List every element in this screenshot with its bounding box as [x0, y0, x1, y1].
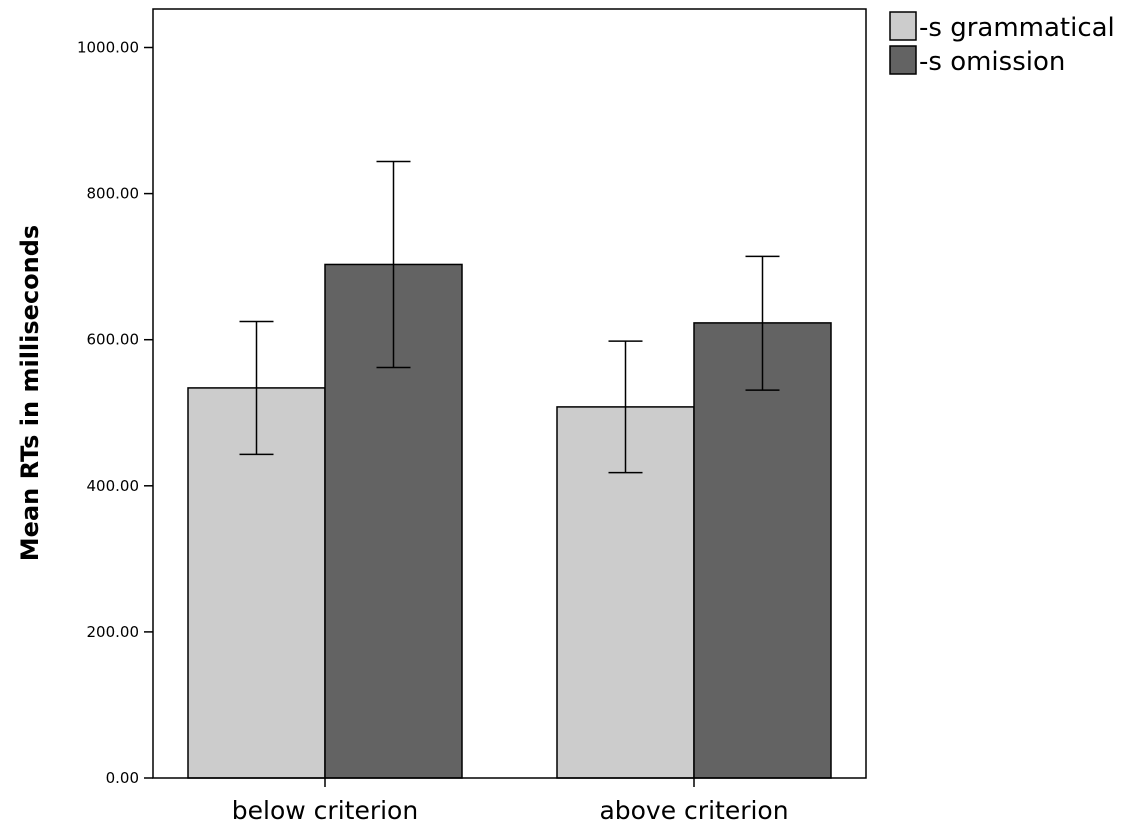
plot-frame	[152, 8, 867, 779]
legend-label: -s omission	[919, 47, 1065, 77]
error-bar	[376, 160, 411, 369]
legend-swatch	[889, 45, 917, 75]
y-tick-label: 200.00	[87, 623, 140, 641]
y-tick-label: 0.00	[106, 769, 139, 787]
y-axis-label: Mean RTs in milliseconds	[16, 225, 44, 561]
legend-swatch	[889, 11, 917, 41]
x-tick-label: below criterion	[232, 796, 418, 825]
legend: -s grammatical -s omission	[889, 11, 1115, 77]
bars-layer	[187, 263, 832, 779]
y-tick-label: 400.00	[87, 477, 140, 495]
legend-label: -s grammatical	[919, 13, 1115, 43]
y-axis: 0.00 200.00 400.00 600.00 800.00 1000.00	[77, 39, 153, 787]
y-tick-label: 800.00	[87, 185, 140, 203]
error-bars-layer	[239, 160, 780, 474]
x-axis: below criterion above criterion	[232, 778, 789, 825]
error-bar	[745, 255, 780, 391]
y-tick-label: 600.00	[87, 331, 140, 349]
bar-omission-above	[693, 322, 832, 779]
x-tick-label: above criterion	[599, 796, 788, 825]
error-bar	[608, 340, 643, 474]
y-tick-label: 1000.00	[77, 39, 139, 57]
error-bar	[239, 320, 274, 456]
